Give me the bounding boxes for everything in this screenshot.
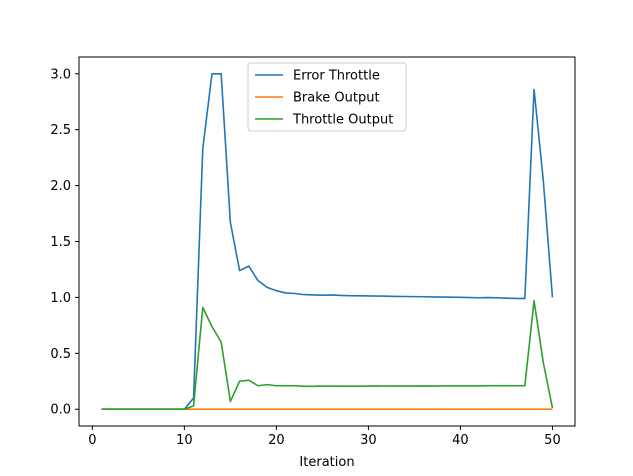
y-tick-label: 1.5 <box>50 235 71 250</box>
x-tick-label: 20 <box>268 433 285 448</box>
x-axis-label: Iteration <box>299 455 354 470</box>
x-tick-label: 0 <box>88 433 96 448</box>
legend-box <box>247 62 407 132</box>
x-tick-label: 30 <box>360 433 377 448</box>
x-tick-label: 40 <box>452 433 469 448</box>
legend: Error Throttle Brake Output Throttle Outpu… <box>247 62 407 132</box>
series-line-throttle-output <box>101 299 554 411</box>
y-tick-label: 0.5 <box>50 347 71 362</box>
y-tick-label: 1.0 <box>50 291 71 306</box>
legend-entry-label: Error Throttle <box>293 69 380 84</box>
y-tick-label: 2.5 <box>50 123 71 138</box>
y-tick-label: 0.0 <box>50 403 71 418</box>
x-tick-label: 10 <box>176 433 193 448</box>
y-tick-label: 3.0 <box>50 67 71 82</box>
series-layer <box>101 72 554 411</box>
y-axis-ticks: 0.0 0.5 1.0 1.5 2.0 2.5 3.0 <box>50 67 79 418</box>
x-tick-label: 50 <box>544 433 561 448</box>
legend-entry-label: Throttle Output <box>292 113 393 128</box>
x-axis-ticks: 0 10 20 30 40 50 <box>88 426 561 448</box>
y-tick-label: 2.0 <box>50 179 71 194</box>
legend-entry-label: Brake Output <box>293 91 380 106</box>
